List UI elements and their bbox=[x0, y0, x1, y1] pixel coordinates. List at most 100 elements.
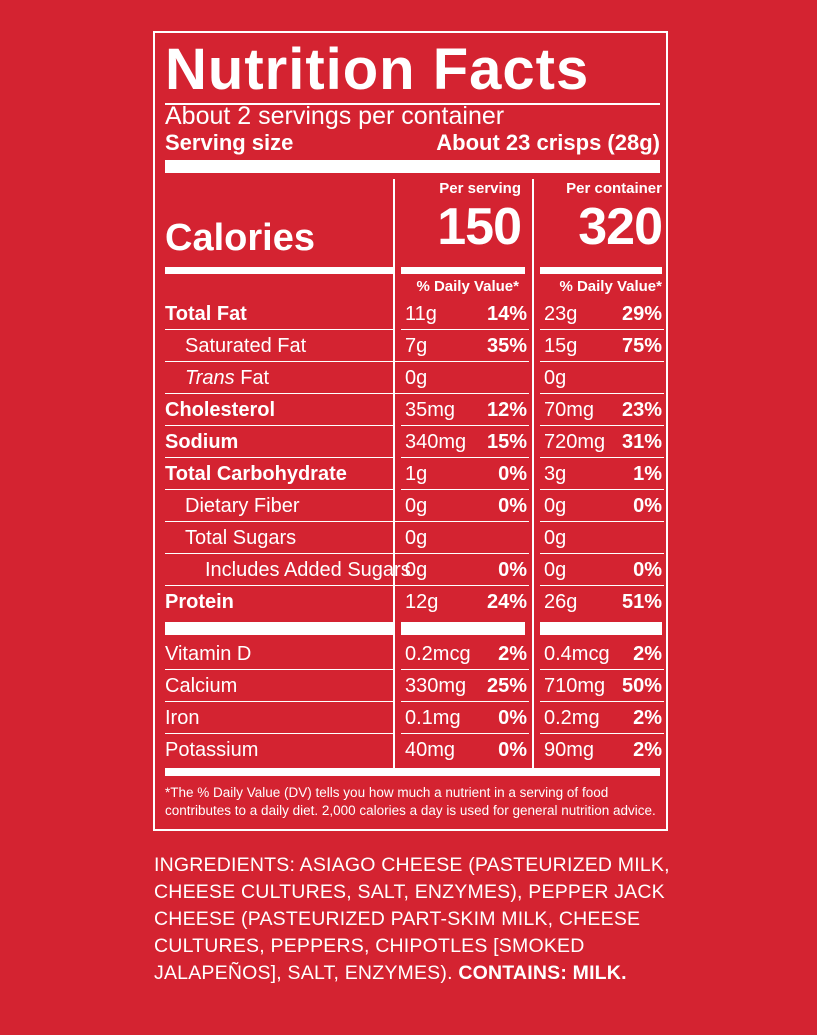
serving-size-row: Serving size About 23 crisps (28g) bbox=[165, 129, 660, 157]
nutrition-facts-title: Nutrition Facts bbox=[165, 37, 590, 102]
column-divider-left bbox=[393, 179, 395, 772]
nutrient-row-protein: Protein 12g 24% 26g 51% bbox=[165, 587, 662, 619]
amount-container: 0g bbox=[544, 559, 567, 581]
vitamin-row-vitamin-d: Vitamin D 0.2mcg 2% 0.4mcg 2% bbox=[165, 639, 664, 671]
vitamin-row-potassium: Potassium 40mg 0% 90mg 2% bbox=[165, 735, 662, 767]
dv-serving bbox=[401, 363, 527, 393]
cell-serving bbox=[401, 555, 529, 586]
vitamin-label: Iron bbox=[165, 703, 393, 734]
serving-size-label: Serving size bbox=[165, 130, 294, 155]
dv-serving: 2% bbox=[498, 643, 527, 665]
dv-serving: 0% bbox=[498, 739, 527, 761]
dv-container: 29% bbox=[621, 303, 662, 325]
amount-container: 90mg bbox=[544, 739, 595, 761]
calories-per-container: 320 bbox=[578, 198, 663, 256]
vitamin-label: Vitamin D bbox=[165, 639, 393, 670]
cell-serving bbox=[401, 331, 529, 362]
amount-container: 0g bbox=[544, 495, 567, 517]
dv-container: 31% bbox=[621, 431, 662, 453]
column-divider-right bbox=[532, 179, 534, 772]
dv-container: 2% bbox=[633, 643, 662, 665]
dv-container: 51% bbox=[621, 591, 662, 613]
amount-serving: 1g bbox=[405, 463, 428, 485]
dv-container: 0% bbox=[633, 495, 662, 517]
title-divider bbox=[165, 103, 660, 105]
dv-serving: 25% bbox=[486, 675, 527, 697]
dv-container: 23% bbox=[621, 399, 662, 421]
nutrition-facts-panel: Nutrition Facts About 2 servings per con… bbox=[153, 31, 668, 831]
amount-serving: 0g bbox=[405, 367, 428, 389]
dv-serving: 15% bbox=[486, 431, 527, 453]
vitamin-label: Potassium bbox=[165, 739, 259, 761]
amount-container: 0.4mcg bbox=[544, 643, 610, 665]
cell-serving bbox=[401, 639, 529, 670]
dv-container: 50% bbox=[621, 675, 662, 697]
allergen-statement: CONTAINS: MILK. bbox=[458, 962, 627, 984]
cell-container bbox=[540, 703, 664, 734]
amount-serving: 0g bbox=[405, 495, 428, 517]
thick-divider bbox=[165, 160, 660, 173]
nutrient-row-saturated-fat: Saturated Fat 7g 35% 15g 75% bbox=[165, 331, 664, 363]
nutrient-row-total-carbohydrate: Total Carbohydrate 1g 0% 3g 1% bbox=[165, 459, 664, 491]
nutrient-label: Dietary Fiber bbox=[165, 491, 413, 522]
nutrient-label: Total Fat bbox=[165, 299, 393, 330]
dv-serving bbox=[401, 523, 527, 553]
dv-serving: 35% bbox=[486, 335, 527, 357]
amount-container: 70mg bbox=[544, 399, 595, 421]
dv-serving: 14% bbox=[486, 303, 527, 325]
cell-container bbox=[540, 555, 664, 586]
amount-container: 710mg bbox=[544, 675, 606, 697]
nutrient-row-added-sugars: Includes Added Sugars 0g 0% 0g 0% bbox=[165, 555, 664, 587]
dv-serving: 24% bbox=[486, 591, 527, 613]
amount-container: 0.2mg bbox=[544, 707, 600, 729]
nutrient-label: Total Carbohydrate bbox=[165, 459, 393, 490]
amount-serving: 7g bbox=[405, 335, 428, 357]
dv-container bbox=[540, 363, 662, 393]
amount-serving: 40mg bbox=[405, 739, 456, 761]
cell-serving bbox=[401, 395, 529, 426]
nutrient-label: Includes Added Sugars bbox=[165, 555, 433, 586]
daily-value-footnote: *The % Daily Value (DV) tells you how mu… bbox=[165, 785, 656, 818]
amount-container: 720mg bbox=[544, 431, 606, 453]
cell-serving bbox=[401, 671, 529, 702]
cell-container bbox=[540, 671, 664, 702]
calories-divider-label bbox=[165, 267, 393, 274]
nutrient-label: Cholesterol bbox=[165, 395, 393, 426]
amount-container: 23g bbox=[544, 303, 578, 325]
dv-container bbox=[540, 523, 662, 553]
dv-header-serving: % Daily Value* bbox=[416, 278, 519, 295]
servings-per-container: About 2 servings per container bbox=[165, 102, 505, 130]
trans-italic: Trans bbox=[185, 367, 235, 389]
calories-label: Calories bbox=[165, 217, 315, 259]
cell-container bbox=[540, 299, 664, 330]
amount-container: 0g bbox=[544, 367, 567, 389]
footnote-divider bbox=[165, 768, 660, 776]
nutrient-row-cholesterol: Cholesterol 35mg 12% 70mg 23% bbox=[165, 395, 664, 427]
amount-serving: 0g bbox=[405, 559, 428, 581]
amount-serving: 11g bbox=[405, 303, 437, 325]
cell-container bbox=[540, 459, 664, 490]
nutrient-label: Sodium bbox=[165, 427, 393, 458]
nutrient-label: Saturated Fat bbox=[165, 331, 413, 362]
amount-serving: 340mg bbox=[405, 431, 467, 453]
protein-divider-label bbox=[165, 622, 393, 635]
nutrient-row-total-sugars: Total Sugars 0g 0g bbox=[165, 523, 664, 555]
cell-serving bbox=[401, 459, 529, 490]
cell-container bbox=[540, 363, 664, 394]
nutrient-row-dietary-fiber: Dietary Fiber 0g 0% 0g 0% bbox=[165, 491, 664, 523]
protein-divider-container bbox=[540, 622, 662, 635]
cell-serving bbox=[401, 363, 529, 394]
trans-fat-suffix: Fat bbox=[240, 367, 270, 389]
amount-container: 0g bbox=[544, 527, 567, 549]
dv-serving: 0% bbox=[498, 707, 527, 729]
cell-container bbox=[540, 395, 664, 426]
nutrient-row-sodium: Sodium 340mg 15% 720mg 31% bbox=[165, 427, 664, 459]
amount-serving: 0.2mcg bbox=[405, 643, 471, 665]
cell-serving bbox=[401, 703, 529, 734]
cell-serving bbox=[401, 427, 529, 458]
amount-container: 15g bbox=[544, 335, 578, 357]
amount-serving: 0g bbox=[405, 527, 428, 549]
cell-serving bbox=[401, 299, 529, 330]
dv-container: 75% bbox=[621, 335, 662, 357]
dv-serving: 0% bbox=[498, 463, 527, 485]
